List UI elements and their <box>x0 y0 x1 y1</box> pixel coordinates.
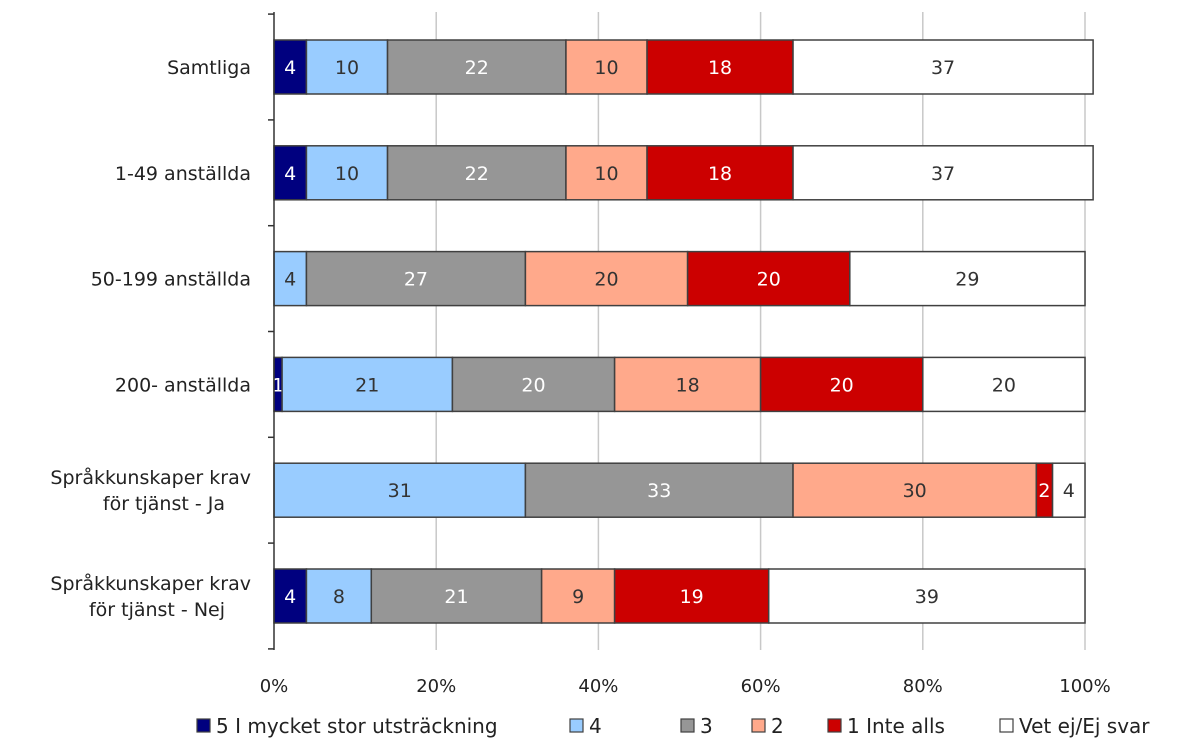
bar-segment <box>849 250 1086 307</box>
bar-segment <box>613 356 762 413</box>
category-label: 200- anställda <box>115 374 251 396</box>
bar-segment <box>792 145 1094 201</box>
bar-segment <box>922 356 1086 413</box>
legend-label: Vet ej/Ej svar <box>1019 714 1150 738</box>
data-label: 4 <box>284 586 296 608</box>
bar-segment <box>305 568 373 624</box>
legend: 5 I mycket stor utsträckning 4 3 2 1 Inte al… <box>196 714 1150 738</box>
bar-segment <box>273 145 308 201</box>
x-tick-label: 80% <box>903 676 943 697</box>
bar-segment <box>1051 462 1086 518</box>
bars: 4 10 22 10 18 374 10 22 10 18 374 27 20 20 291 21 20 18 20… <box>268 39 1094 624</box>
data-label: 9 <box>572 586 584 608</box>
data-label: 10 <box>594 163 618 185</box>
value-axis: 0% 20% 40% 60% 80% 100% <box>260 12 1111 697</box>
data-label: 4 <box>284 269 296 291</box>
data-label: 37 <box>931 57 955 79</box>
x-tick-label: 0% <box>260 676 289 697</box>
category-labels: Samtliga 1-49 anställda 50-199 anställda 20… <box>50 57 251 621</box>
data-label: 27 <box>404 269 428 291</box>
bar-segment <box>646 39 794 95</box>
bar-segment <box>646 145 794 201</box>
bar-segment <box>759 356 924 413</box>
data-label: 8 <box>333 586 345 608</box>
x-tick-label: 60% <box>741 676 781 697</box>
x-tick-label: 40% <box>578 676 618 697</box>
data-label: 20 <box>521 374 545 396</box>
data-label: 20 <box>830 374 854 396</box>
bar-segment <box>451 356 616 413</box>
data-label: 22 <box>465 57 489 79</box>
legend-label: 1 Inte alls <box>847 714 945 738</box>
bar-segment <box>524 250 689 307</box>
bar-segment <box>792 462 1038 518</box>
data-label: 10 <box>335 163 359 185</box>
legend-label: 5 I mycket stor utsträckning <box>216 714 498 738</box>
category-label: 50-199 anställda <box>91 269 251 291</box>
data-label: 18 <box>708 57 732 79</box>
legend-swatch <box>196 718 211 733</box>
bar-segment <box>792 39 1094 95</box>
legend-swatch <box>569 718 584 733</box>
legend-label: 2 <box>771 714 784 738</box>
category-label: 1-49 anställda <box>115 163 251 185</box>
bar-segment <box>767 568 1086 624</box>
bar-segment <box>305 39 389 95</box>
bar-segment <box>613 568 770 624</box>
bar-segment <box>386 145 567 201</box>
legend-swatch <box>999 718 1014 733</box>
bar-segment <box>281 356 454 413</box>
data-label: 37 <box>931 163 955 185</box>
legend-swatch <box>827 718 842 733</box>
data-label: 19 <box>680 586 704 608</box>
data-label: 18 <box>708 163 732 185</box>
bar-segment <box>386 39 567 95</box>
data-label: 4 <box>1063 480 1075 502</box>
data-label: 39 <box>915 586 939 608</box>
data-label: 4 <box>284 57 296 79</box>
data-label: 2 <box>1038 480 1050 502</box>
x-tick-label: 20% <box>416 676 456 697</box>
category-label: Språkkunskaper krav för tjänst - Ja <box>50 466 251 515</box>
category-label: Samtliga <box>167 57 251 79</box>
data-label: 10 <box>594 57 618 79</box>
data-label: 10 <box>335 57 359 79</box>
data-label: 31 <box>388 480 412 502</box>
data-label: 33 <box>647 480 671 502</box>
data-label: 1 <box>272 374 284 396</box>
data-label: 20 <box>992 374 1016 396</box>
bar-segment <box>273 462 527 518</box>
category-label: Språkkunskaper krav för tjänst - Nej <box>50 572 251 621</box>
data-label: 4 <box>284 163 296 185</box>
data-label: 29 <box>955 269 979 291</box>
x-tick-label: 100% <box>1059 676 1110 697</box>
legend-label: 4 <box>589 714 602 738</box>
data-label: 20 <box>594 269 618 291</box>
data-label: 21 <box>444 586 468 608</box>
gridlines <box>435 12 1086 650</box>
data-label: 30 <box>903 480 927 502</box>
legend-swatch <box>680 718 695 733</box>
bar-segment <box>524 462 794 518</box>
legend-label: 3 <box>700 714 713 738</box>
legend-swatch <box>751 718 766 733</box>
data-label: 20 <box>757 269 781 291</box>
bar-segment <box>686 250 851 307</box>
data-label: 18 <box>676 374 700 396</box>
data-label: 21 <box>355 374 379 396</box>
data-label: 22 <box>465 163 489 185</box>
